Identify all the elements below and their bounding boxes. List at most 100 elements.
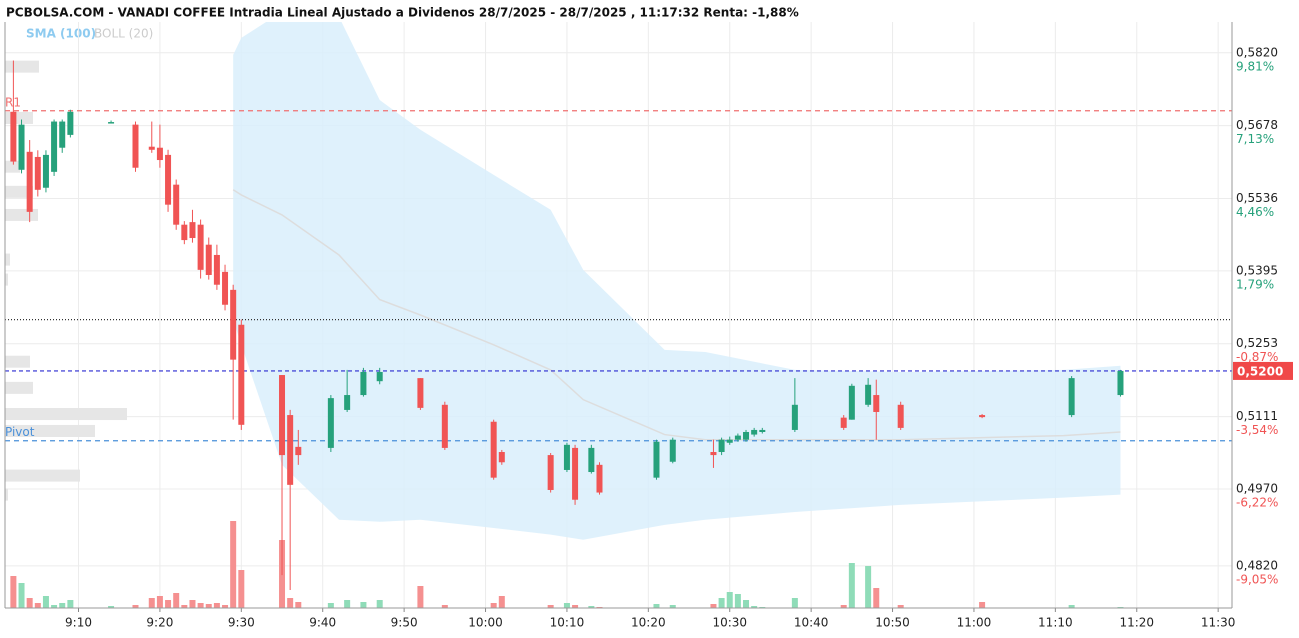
- candle-body: [26, 151, 33, 212]
- candle-body: [840, 417, 847, 428]
- volume-bar: [59, 603, 66, 608]
- candle-body: [718, 439, 725, 453]
- volume-bar: [669, 605, 676, 608]
- volume-bar: [791, 598, 798, 608]
- candle-body: [108, 122, 115, 124]
- volume-bar: [344, 600, 351, 608]
- candle-body: [173, 184, 180, 225]
- candle-body: [653, 441, 660, 478]
- volume-bar: [441, 605, 448, 608]
- legend-label: SMA (100): [26, 27, 96, 41]
- candle-body: [287, 415, 294, 485]
- volume-bar: [734, 594, 741, 608]
- volume-bar: [222, 605, 229, 608]
- candle-body: [848, 385, 855, 420]
- chart-title: PCBOLSA.COM - VANADI COFFEE Intradia Lin…: [6, 6, 799, 20]
- y-tick-pct-label: -9,05%: [1236, 572, 1278, 586]
- x-tick-label: 11:00: [957, 616, 992, 630]
- volume-bar: [498, 596, 505, 608]
- plot-area: [5, 22, 1232, 608]
- y-tick-pct-label: 7,13%: [1236, 132, 1274, 146]
- candle-body: [588, 447, 595, 473]
- x-tick-label: 10:10: [550, 616, 585, 630]
- x-tick-label: 9:40: [309, 616, 336, 630]
- y-tick-pct-label: 4,46%: [1236, 205, 1274, 219]
- volume-profile-bar: [5, 355, 30, 368]
- volume-profile-bar: [5, 381, 33, 394]
- volume-bar: [848, 563, 855, 608]
- candle-body: [67, 111, 74, 135]
- last-price-label: 0,5200: [1237, 364, 1283, 378]
- candle-body: [726, 439, 733, 443]
- last-price-box: [1233, 361, 1293, 380]
- volume-bar: [490, 603, 497, 608]
- y-tick-pct-label: 1,79%: [1236, 277, 1274, 291]
- candle-body: [165, 154, 172, 205]
- candle-body: [669, 439, 676, 462]
- candle-body: [596, 464, 603, 493]
- volume-bar: [376, 600, 383, 608]
- candle-body: [1068, 378, 1075, 416]
- volume-profile-bar: [5, 160, 20, 173]
- candle-body: [18, 124, 25, 170]
- candle-body: [205, 244, 212, 275]
- candle-body: [197, 224, 204, 270]
- level-label: R1: [5, 95, 21, 109]
- volume-bar: [873, 588, 880, 608]
- x-tick-label: 10:20: [631, 616, 666, 630]
- candle-body: [222, 271, 229, 305]
- volume-bar: [132, 605, 139, 608]
- candle-body: [572, 447, 579, 500]
- volume-bar: [653, 604, 660, 608]
- x-tick-label: 9:30: [228, 616, 255, 630]
- volume-bar: [205, 604, 212, 608]
- candle-body: [189, 222, 196, 239]
- x-tick-label: 11:10: [1038, 616, 1073, 630]
- candle-body: [873, 395, 880, 412]
- legend-label: BOLL (20): [94, 27, 153, 41]
- volume-profile-bar: [5, 253, 10, 266]
- volume-bar: [197, 603, 204, 608]
- volume-bar: [865, 566, 872, 608]
- candle-body: [979, 415, 986, 418]
- volume-profile-bar: [5, 60, 39, 73]
- x-tick-label: 10:50: [875, 616, 910, 630]
- y-tick-label: 0,5111: [1236, 409, 1278, 423]
- x-tick-label: 11:20: [1119, 616, 1154, 630]
- candle-body: [743, 431, 750, 440]
- x-tick-label: 10:00: [468, 616, 503, 630]
- x-tick-label: 10:40: [794, 616, 829, 630]
- volume-bar: [67, 600, 74, 608]
- volume-bar: [238, 570, 245, 608]
- candle-body: [42, 154, 49, 188]
- y-tick-pct-label: -6,22%: [1236, 495, 1278, 509]
- volume-bar: [897, 605, 904, 608]
- y-tick-pct-label: -0,87%: [1236, 350, 1278, 364]
- candle-body: [759, 429, 766, 432]
- candle-body: [417, 378, 424, 408]
- x-tick-label: 9:10: [65, 616, 92, 630]
- volume-bar: [51, 605, 58, 608]
- volume-profile-bar: [5, 424, 95, 437]
- x-tick-label: 9:20: [146, 616, 173, 630]
- y-tick-pct-label: -3,54%: [1236, 423, 1278, 437]
- volume-profile-bar: [5, 469, 80, 482]
- candle-body: [279, 375, 286, 456]
- volume-profile-bar: [5, 111, 33, 124]
- volume-bar: [181, 605, 188, 608]
- candle-body: [563, 444, 570, 470]
- volume-bar: [148, 598, 155, 608]
- candle-body: [327, 398, 334, 448]
- candle-body: [238, 324, 245, 425]
- volume-bar: [1068, 605, 1075, 608]
- volume-bar: [743, 600, 750, 608]
- volume-bar: [34, 603, 41, 608]
- candle-body: [156, 147, 163, 161]
- candle-body: [441, 404, 448, 448]
- x-tick-label: 9:50: [391, 616, 418, 630]
- volume-bar: [295, 602, 302, 608]
- candle-body: [148, 146, 155, 150]
- volume-bar: [726, 592, 733, 608]
- volume-bar: [156, 596, 163, 608]
